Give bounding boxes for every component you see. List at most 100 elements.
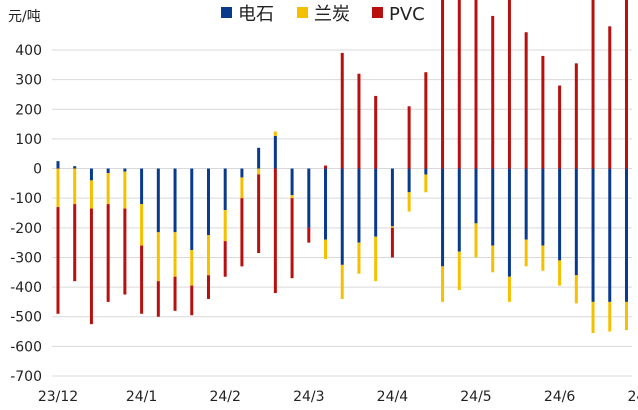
x-tick-label: 24/6: [544, 389, 576, 405]
bar-calcium-carbide: [374, 168, 378, 237]
y-tick-label: 400: [15, 43, 42, 59]
bar-calcium-carbide: [558, 168, 562, 261]
bar-pvc: [558, 85, 562, 169]
bar-coke: [441, 266, 445, 302]
legend-label-coke: 兰炭: [314, 4, 350, 25]
bar-calcium-carbide: [491, 168, 495, 246]
bar-pvc: [173, 276, 177, 311]
bar-coke: [524, 239, 528, 267]
bar-pvc: [223, 241, 227, 277]
bar-calcium-carbide: [340, 168, 344, 265]
legend-label-calcium-carbide: 电石: [238, 4, 274, 25]
x-tick-label: 23/12: [38, 389, 78, 405]
bar-coke: [257, 168, 261, 175]
bar-calcium-carbide: [624, 168, 628, 302]
bar-pvc: [441, 0, 445, 169]
bar-calcium-carbide: [106, 168, 110, 173]
bar-pvc: [106, 204, 110, 302]
bar-calcium-carbide: [257, 147, 261, 169]
y-tick-label: -400: [10, 280, 42, 296]
bar-calcium-carbide: [507, 168, 511, 277]
bar-pvc: [491, 15, 495, 169]
bar-calcium-carbide: [407, 168, 411, 193]
bar-coke: [290, 195, 294, 199]
bar-pvc: [474, 0, 478, 169]
bar-coke: [324, 239, 328, 259]
bar-calcium-carbide: [89, 168, 93, 181]
bar-pvc: [290, 198, 294, 279]
bar-calcium-carbide: [173, 168, 177, 233]
y-tick-label: 0: [33, 162, 42, 178]
bar-coke: [240, 177, 244, 199]
bar-calcium-carbide: [73, 166, 77, 169]
bar-calcium-carbide: [223, 168, 227, 211]
bar-calcium-carbide: [541, 168, 545, 246]
y-tick-label: -200: [10, 221, 42, 237]
bar-pvc: [206, 275, 210, 299]
bar-pvc: [524, 32, 528, 169]
bar-pvc: [156, 281, 160, 317]
bar-pvc: [273, 168, 277, 294]
bar-coke: [608, 301, 612, 332]
bar-coke: [424, 174, 428, 193]
bar-pvc: [240, 198, 244, 267]
bar-coke: [206, 235, 210, 276]
bar-coke: [541, 245, 545, 271]
bar-coke: [591, 301, 595, 334]
bar-calcium-carbide: [206, 168, 210, 236]
y-tick-label: 300: [15, 73, 42, 89]
bar-calcium-carbide: [524, 168, 528, 240]
bar-coke: [574, 275, 578, 304]
bar-pvc: [190, 285, 194, 316]
bar-pvc: [574, 63, 578, 169]
bar-coke: [223, 210, 227, 242]
bar-calcium-carbide: [240, 168, 244, 178]
bar-calcium-carbide: [474, 168, 478, 224]
y-tick-label: 200: [15, 102, 42, 118]
bar-calcium-carbide: [190, 168, 194, 251]
bar-calcium-carbide: [608, 168, 612, 302]
y-tick-label: -100: [10, 191, 42, 207]
bar-pvc: [257, 174, 261, 254]
bar-calcium-carbide: [574, 168, 578, 276]
y-tick-label: -500: [10, 310, 42, 326]
bar-calcium-carbide: [357, 168, 361, 243]
bar-pvc: [424, 72, 428, 169]
bar-calcium-carbide: [457, 168, 461, 252]
legend-swatch-calcium-carbide: [221, 7, 232, 18]
bar-pvc: [123, 208, 127, 295]
bar-pvc: [324, 165, 328, 169]
bar-pvc: [140, 245, 144, 314]
x-tick-label: 24/7: [627, 389, 638, 405]
bar-coke: [374, 236, 378, 282]
x-tick-label: 24/1: [126, 389, 157, 405]
legend-swatch-pvc: [372, 7, 383, 18]
bar-coke: [73, 168, 77, 205]
bar-coke: [140, 204, 144, 246]
bar-coke: [156, 232, 160, 282]
legend-label-pvc: PVC: [389, 4, 425, 25]
bar-calcium-carbide: [441, 168, 445, 267]
bar-pvc: [307, 227, 311, 243]
x-tick-label: 24/4: [377, 389, 409, 405]
bar-pvc: [608, 26, 612, 169]
bar-pvc: [56, 207, 60, 314]
bar-pvc: [541, 55, 545, 169]
x-tick-label: 24/3: [293, 389, 324, 405]
y-tick-label: -600: [10, 339, 42, 355]
bar-pvc: [89, 208, 93, 325]
bar-calcium-carbide: [307, 168, 311, 228]
bar-coke: [106, 172, 110, 205]
bar-calcium-carbide: [390, 168, 394, 227]
y-tick-label: -700: [10, 369, 42, 385]
bar-coke: [190, 250, 194, 286]
bars: [56, 0, 628, 334]
bar-pvc: [357, 73, 361, 169]
bar-pvc: [390, 227, 394, 258]
bar-pvc: [624, 0, 628, 169]
bar-calcium-carbide: [140, 168, 144, 205]
bar-coke: [56, 168, 60, 208]
x-tick-label: 24/2: [209, 389, 240, 405]
legend: 电石 兰炭 PVC: [221, 4, 425, 25]
bar-calcium-carbide: [324, 168, 328, 240]
